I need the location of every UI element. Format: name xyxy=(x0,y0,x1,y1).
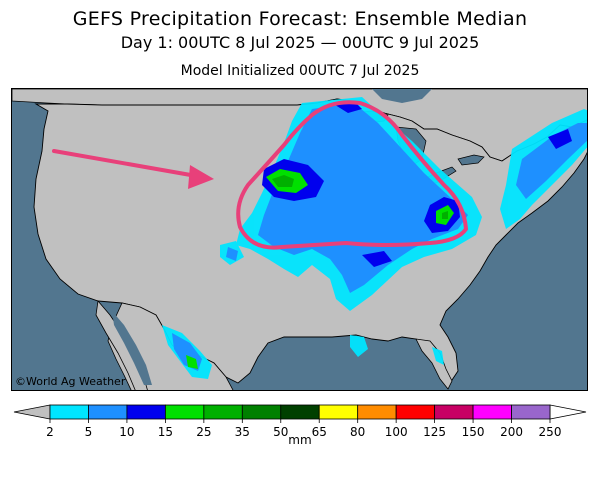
legend-units: mm xyxy=(288,433,312,447)
legend-cell xyxy=(241,404,282,420)
legend-tick-label: 65 xyxy=(312,425,327,439)
legend-tick-label: 50 xyxy=(273,425,288,439)
legend-cell xyxy=(49,404,89,420)
legend-tick-label: 2 xyxy=(46,425,54,439)
legend-tick-label: 10 xyxy=(119,425,134,439)
legend-tick-labels: 2 5 10 15 25 35 50 65 80 100 125 150 200 250 xyxy=(46,419,561,439)
legend-tick-label: 35 xyxy=(235,425,250,439)
gulf-of-california xyxy=(112,311,152,385)
precip-25-35mm xyxy=(272,175,448,219)
forecast-period: Day 1: 00UTC 8 Jul 2025 — 00UTC 9 Jul 20… xyxy=(120,33,480,52)
legend-tick-label: 150 xyxy=(462,425,485,439)
legend-cell xyxy=(203,404,243,420)
precipitation-map: ©World Ag Weather xyxy=(11,88,588,391)
annotation-arrowhead xyxy=(188,165,214,189)
legend-low-end xyxy=(13,404,51,420)
legend-tick-label: 25 xyxy=(196,425,211,439)
legend-cell xyxy=(280,404,320,420)
legend-cell xyxy=(357,404,397,420)
legend-cell xyxy=(88,404,128,420)
legend-cell xyxy=(511,404,551,420)
legend-cell xyxy=(126,404,166,420)
chart-title: GEFS Precipitation Forecast: Ensemble Me… xyxy=(72,8,528,30)
legend-tick-label: 15 xyxy=(158,425,173,439)
copyright-text: ©World Ag Weather xyxy=(15,375,126,388)
color-legend: 2 5 10 15 25 35 50 65 80 100 125 150 200 250 xyxy=(13,404,587,439)
lake-ontario xyxy=(457,154,485,166)
legend-cell xyxy=(472,404,512,420)
legend-tick-label: 125 xyxy=(423,425,446,439)
legend-tick-label: 200 xyxy=(500,425,523,439)
hudson-water xyxy=(372,89,432,103)
legend-tick-label: 100 xyxy=(385,425,408,439)
legend-high-end xyxy=(549,404,587,420)
model-initialized: Model Initialized 00UTC 7 Jul 2025 xyxy=(180,63,420,79)
legend-cell xyxy=(434,404,474,420)
legend-tick-label: 5 xyxy=(85,425,93,439)
annotation-arrow xyxy=(52,149,204,179)
legend-cell xyxy=(318,404,359,420)
legend-tick-label: 250 xyxy=(539,425,562,439)
legend-cell xyxy=(395,404,436,420)
florida-peninsula xyxy=(415,338,453,390)
legend-cell xyxy=(164,404,205,420)
annotation-circle xyxy=(236,100,468,250)
legend-tick-label: 80 xyxy=(350,425,365,439)
map-svg xyxy=(12,89,587,390)
legend-color-cells xyxy=(13,404,587,420)
